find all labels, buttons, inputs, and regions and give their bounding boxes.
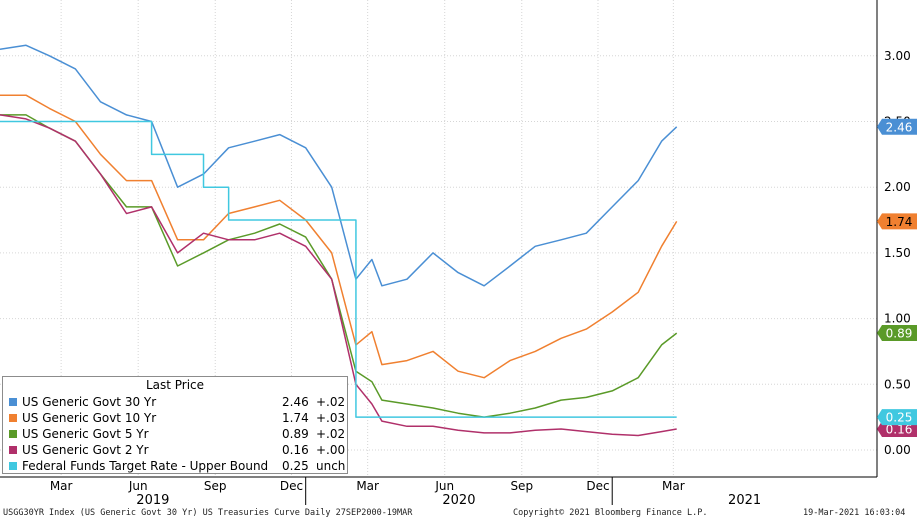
y-tick-label: 1.00 (884, 312, 911, 326)
tag-text-0: 2.46 (886, 120, 913, 134)
series-lines (0, 44, 678, 437)
y-tick-label: 0.00 (884, 443, 911, 457)
legend-value-30yr: 2.46 (282, 395, 309, 409)
legend-change-fedfunds: unch (316, 459, 346, 473)
year-label: 2019 (136, 493, 169, 508)
legend-label-10yr: US Generic Govt 10 Yr (22, 411, 157, 425)
legend-swatch-10yr (9, 414, 17, 422)
y-tick-label: 0.50 (884, 377, 911, 391)
x-tick-label: Mar (50, 479, 73, 493)
legend-row-5yr: US Generic Govt 5 Yr 0.89 +.02 (3, 426, 347, 442)
last-value-tag-4: 0.25 (877, 409, 917, 426)
tag-bg-4 (877, 409, 917, 426)
legend-swatch-30yr (9, 398, 17, 406)
legend-value-5yr: 0.89 (282, 427, 309, 441)
legend-label-2yr: US Generic Govt 2 Yr (22, 443, 149, 457)
legend-value-2yr: 0.16 (282, 443, 309, 457)
y-tick-label: 2.00 (884, 180, 911, 194)
legend-label-30yr: US Generic Govt 30 Yr (22, 395, 157, 409)
x-tick-label: Dec (586, 479, 609, 493)
tag-bg-2 (877, 325, 917, 342)
legend-swatch-fedfunds (9, 462, 17, 470)
x-tick-label: Mar (662, 479, 685, 493)
tag-text-2: 0.89 (886, 327, 913, 341)
legend-row-10yr: US Generic Govt 10 Yr 1.74 +.03 (3, 410, 347, 426)
tag-text-1: 1.74 (886, 215, 913, 229)
x-tick-label: Dec (280, 479, 303, 493)
year-label: 2021 (728, 493, 761, 508)
x-tick-label: Jun (128, 479, 148, 493)
legend-value-10yr: 1.74 (282, 411, 309, 425)
y-tick-label: 1.50 (884, 246, 911, 260)
series-line-4 (0, 120, 677, 418)
legend: Last Price US Generic Govt 30 Yr 2.46 +.… (2, 376, 348, 474)
x-tick-label: Jun (434, 479, 454, 493)
legend-row-fedfunds: Federal Funds Target Rate - Upper Bound … (3, 458, 347, 474)
legend-change-10yr: +.03 (316, 411, 346, 425)
tag-text-3: 0.16 (886, 422, 913, 436)
tag-text-4: 0.25 (886, 411, 913, 425)
legend-row-2yr: US Generic Govt 2 Yr 0.16 +.00 (3, 442, 347, 458)
x-tick-label: Mar (356, 479, 379, 493)
last-value-tag-1: 1.74 (877, 213, 917, 230)
last-value-tags: 2.46 1.74 0.89 0.160.25 (877, 118, 917, 437)
legend-change-2yr: +.00 (316, 443, 346, 457)
footer-timestamp: 19-Mar-2021 16:03:04 (803, 508, 906, 518)
x-tick-label: Sep (204, 479, 227, 493)
legend-label-fedfunds: Federal Funds Target Rate - Upper Bound (22, 459, 269, 473)
x-tick-label: Sep (510, 479, 533, 493)
last-value-tag-2: 0.89 (877, 325, 917, 342)
y-tick-label: 3.00 (884, 49, 911, 63)
legend-title: Last Price (145, 378, 205, 392)
year-label: 2020 (442, 493, 475, 508)
legend-change-30yr: +.02 (316, 395, 346, 409)
x-axis: Mar Jun Sep Dec Mar Jun Sep Dec Mar 2019 2020 2021 (0, 476, 877, 508)
footer-source: USGG30YR Index (US Generic Govt 30 Yr) U… (3, 508, 413, 518)
legend-change-5yr: +.02 (316, 427, 346, 441)
tag-bg-1 (877, 213, 917, 230)
last-value-tag-0: 2.46 (877, 118, 917, 135)
legend-swatch-5yr (9, 430, 17, 438)
gridlines (0, 0, 877, 477)
legend-swatch-2yr (9, 446, 17, 454)
legend-label-5yr: US Generic Govt 5 Yr (22, 427, 149, 441)
legend-row-30yr: US Generic Govt 30 Yr 2.46 +.02 (3, 394, 347, 410)
footer-copyright: Copyright© 2021 Bloomberg Finance L.P. (513, 508, 708, 518)
tag-bg-0 (877, 118, 917, 135)
y-axis: 0.000.501.001.502.002.503.00 (876, 0, 911, 477)
legend-value-fedfunds: 0.25 (282, 459, 309, 473)
